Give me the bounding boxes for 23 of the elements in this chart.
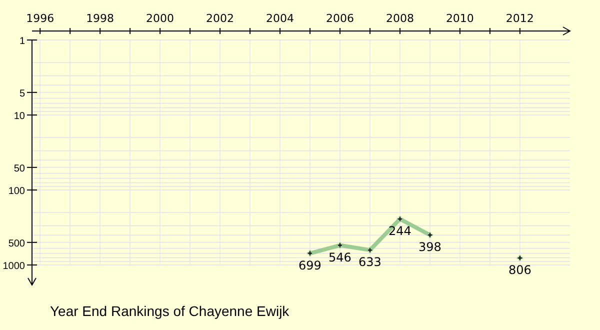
data-label: 398 (418, 240, 442, 254)
y-tick-label: 50 (14, 163, 26, 174)
x-tick-label: 2004 (266, 12, 294, 25)
x-tick-label: 1996 (26, 12, 54, 25)
x-tick-label: 1998 (86, 12, 114, 25)
data-label: 546 (328, 250, 352, 264)
x-tick-label: 2008 (386, 12, 414, 25)
y-tick-label: 500 (8, 238, 26, 250)
y-tick-label: 5 (19, 88, 26, 100)
text: Year End Rankings of Chayenne Ewijk (50, 303, 290, 319)
y-tick-label: 1000 (2, 260, 26, 272)
y-tick-label: 100 (8, 186, 26, 197)
y-tick-label: 1 (19, 36, 26, 47)
data-label: 806 (508, 262, 532, 277)
data-label: 633 (358, 255, 382, 270)
x-tick-label: 2010 (446, 12, 474, 25)
data-label: 244 (388, 224, 412, 238)
x-tick-label: 2000 (146, 12, 174, 25)
x-tick-label: 2006 (326, 12, 354, 25)
data-label: 699 (298, 258, 322, 272)
y-tick-label: 10 (14, 110, 26, 122)
x-tick-label: 2012 (506, 12, 534, 25)
x-tick-label: 2002 (206, 12, 234, 25)
